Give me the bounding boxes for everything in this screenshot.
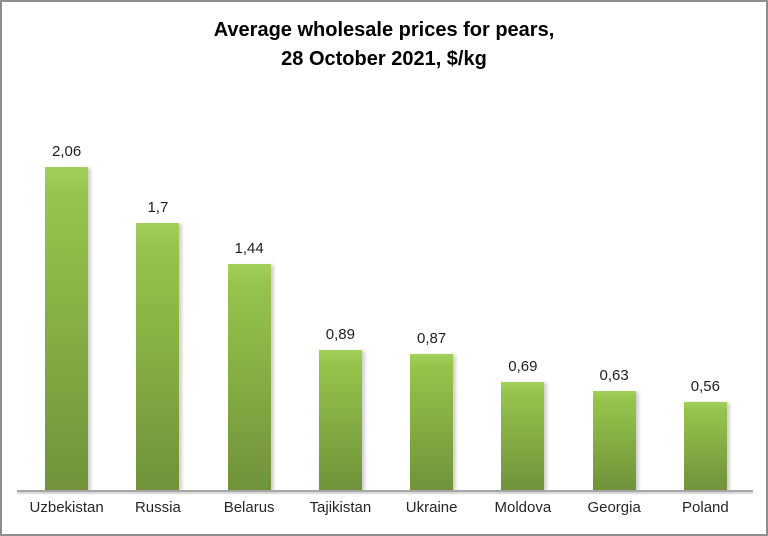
- value-label-poland: 0,56: [690, 378, 720, 396]
- value-label-ukraine: 0,87: [417, 329, 447, 347]
- bar-belarus: [227, 264, 271, 490]
- category-label-georgia: Georgia: [587, 499, 641, 516]
- bar-ukraine: [410, 353, 454, 490]
- bar-russia: [136, 223, 180, 490]
- bar-column-belarus: 1,44: [204, 100, 295, 490]
- bar-column-tajikistan: 0,89: [295, 100, 386, 490]
- bar-poland: [683, 402, 727, 490]
- chart-title-line-2: 28 October 2021, $/kg: [281, 48, 487, 70]
- value-label-georgia: 0,63: [599, 367, 629, 385]
- bar-column-ukraine: 0,87: [386, 100, 477, 490]
- value-label-moldova: 0,69: [508, 357, 538, 375]
- value-label-russia: 1,7: [147, 199, 169, 217]
- bar-uzbekistan: [45, 167, 89, 490]
- bar-column-russia: 1,7: [112, 100, 203, 490]
- bar-tajikistan: [318, 350, 362, 490]
- bar-column-poland: 0,56: [660, 100, 751, 490]
- chart-title: Average wholesale prices for pears, 28 O…: [2, 16, 766, 74]
- category-axis-labels: Uzbekistan Russia Belarus Tajikistan Ukraine…: [21, 499, 751, 516]
- value-label-uzbekistan: 2,06: [52, 143, 82, 160]
- category-label-ukraine: Ukraine: [405, 499, 458, 516]
- x-axis-line: [17, 490, 753, 492]
- category-label-tajikistan: Tajikistan: [309, 499, 372, 516]
- value-label-tajikistan: 0,89: [325, 326, 355, 344]
- category-label-moldova: Moldova: [494, 499, 552, 516]
- category-label-belarus: Belarus: [223, 499, 275, 516]
- category-label-uzbekistan: Uzbekistan: [29, 499, 104, 516]
- bar-column-moldova: 0,69: [477, 100, 568, 490]
- plot-area: 2,06 1,7 1,44 0,89 0,87 0,69 0,63 0,56: [21, 100, 751, 490]
- bar-georgia: [592, 391, 636, 490]
- category-label-russia: Russia: [134, 499, 181, 516]
- category-label-poland: Poland: [682, 499, 729, 516]
- chart-title-line-1: Average wholesale prices for pears,: [213, 19, 555, 41]
- bar-moldova: [501, 381, 545, 490]
- value-label-belarus: 1,44: [234, 240, 264, 258]
- bar-column-uzbekistan: 2,06: [21, 100, 112, 490]
- bar-column-georgia: 0,63: [569, 100, 660, 490]
